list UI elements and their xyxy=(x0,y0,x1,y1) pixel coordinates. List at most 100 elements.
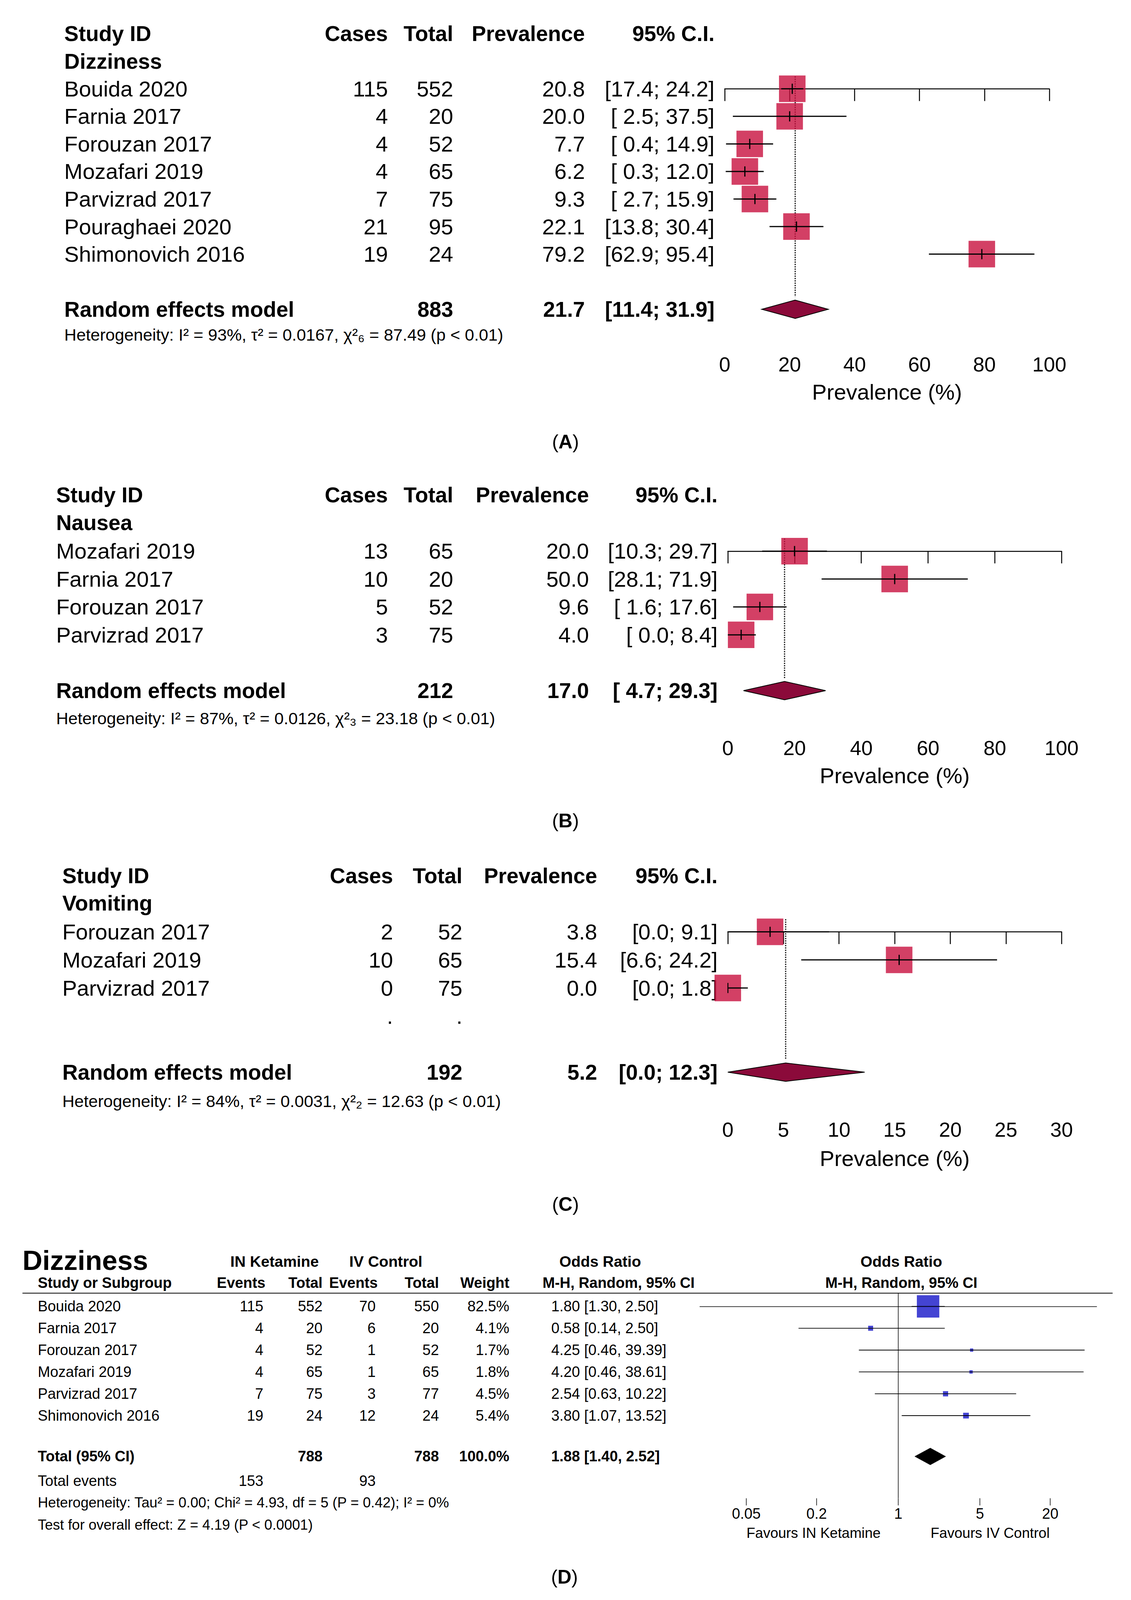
svg-text:7: 7 xyxy=(375,186,388,212)
svg-text:20: 20 xyxy=(422,1320,439,1337)
svg-text:Parvizrad 2017: Parvizrad 2017 xyxy=(37,1385,138,1403)
svg-text:Heterogeneity: Tau² = 0.00; Ch: Heterogeneity: Tau² = 0.00; Chi² = 4.93,… xyxy=(37,1494,449,1511)
svg-text:Farnia 2017: Farnia 2017 xyxy=(56,566,174,592)
svg-text:15: 15 xyxy=(883,1118,906,1142)
svg-text:21: 21 xyxy=(363,214,388,240)
svg-text:Dizziness: Dizziness xyxy=(64,49,163,74)
svg-text:1.80 [1.30, 2.50]: 1.80 [1.30, 2.50] xyxy=(551,1298,659,1315)
svg-text:4: 4 xyxy=(255,1363,264,1381)
svg-text:20: 20 xyxy=(428,566,454,592)
svg-text:(: ( xyxy=(552,1193,559,1216)
svg-text:[ 2.7; 15.9]: [ 2.7; 15.9] xyxy=(611,186,715,212)
svg-text:95% C.I.: 95% C.I. xyxy=(632,21,715,46)
svg-text:10: 10 xyxy=(363,566,388,592)
svg-text:Prevalence (%): Prevalence (%) xyxy=(819,1146,970,1171)
svg-text:Vomiting: Vomiting xyxy=(62,891,153,916)
svg-text:[ 4.7; 29.3]: [ 4.7; 29.3] xyxy=(612,678,718,703)
svg-text:Shimonovich 2016: Shimonovich 2016 xyxy=(64,241,245,267)
svg-text:2: 2 xyxy=(380,919,394,945)
svg-text:Nausea: Nausea xyxy=(56,510,133,535)
svg-text:3.8: 3.8 xyxy=(566,919,597,945)
svg-text:24: 24 xyxy=(422,1407,439,1425)
svg-text:40: 40 xyxy=(843,353,866,376)
svg-text:20.0: 20.0 xyxy=(542,103,585,129)
svg-text:Dizziness: Dizziness xyxy=(22,1245,148,1276)
svg-text:24: 24 xyxy=(306,1407,323,1425)
svg-text:65: 65 xyxy=(437,947,463,973)
svg-text:0: 0 xyxy=(721,736,734,760)
svg-text:[11.4; 31.9]: [11.4; 31.9] xyxy=(604,297,715,322)
svg-text:12: 12 xyxy=(359,1407,376,1425)
svg-text:10: 10 xyxy=(368,947,393,973)
svg-text:20: 20 xyxy=(778,353,801,376)
svg-text:Total (95% CI): Total (95% CI) xyxy=(37,1448,135,1465)
svg-text:10: 10 xyxy=(827,1118,851,1142)
svg-text:Study ID: Study ID xyxy=(62,863,150,889)
svg-text:Total: Total xyxy=(403,21,454,46)
svg-text:0.05: 0.05 xyxy=(731,1505,761,1523)
svg-text:5: 5 xyxy=(975,1505,985,1523)
svg-text:82.5%: 82.5% xyxy=(467,1298,510,1315)
svg-text:95: 95 xyxy=(428,214,454,240)
svg-text:4.25 [0.46, 39.39]: 4.25 [0.46, 39.39] xyxy=(551,1341,667,1359)
svg-text:65: 65 xyxy=(428,159,454,184)
svg-text:Prevalence: Prevalence xyxy=(471,21,585,46)
svg-text:60: 60 xyxy=(916,736,940,760)
svg-text:Heterogeneity: I² = 84%, τ² =: Heterogeneity: I² = 84%, τ² = 0.0031, χ²… xyxy=(62,1091,501,1111)
svg-text:[0.0; 12.3]: [0.0; 12.3] xyxy=(618,1060,718,1085)
svg-text:21.7: 21.7 xyxy=(543,297,585,322)
svg-text:883: 883 xyxy=(417,297,454,322)
svg-text:2.54 [0.63, 10.22]: 2.54 [0.63, 10.22] xyxy=(551,1385,667,1403)
svg-text:Study or Subgroup: Study or Subgroup xyxy=(37,1274,172,1292)
svg-text:75: 75 xyxy=(428,186,454,212)
svg-text:19: 19 xyxy=(363,241,388,267)
svg-text:[ 2.5; 37.5]: [ 2.5; 37.5] xyxy=(611,103,715,129)
svg-text:IV Control: IV Control xyxy=(349,1253,423,1271)
svg-text:65: 65 xyxy=(422,1363,439,1381)
svg-text:52: 52 xyxy=(428,594,454,620)
svg-text:A: A xyxy=(558,430,573,453)
svg-text:0: 0 xyxy=(719,353,731,376)
svg-text:25: 25 xyxy=(994,1118,1018,1142)
svg-text:1: 1 xyxy=(367,1363,376,1381)
svg-text:Random effects model: Random effects model xyxy=(62,1060,292,1085)
svg-text:Test for overall effect: Z = 4: Test for overall effect: Z = 4.19 (P < 0… xyxy=(37,1516,313,1534)
svg-text:M-H, Random, 95% CI: M-H, Random, 95% CI xyxy=(825,1274,978,1292)
svg-text:20.8: 20.8 xyxy=(542,76,585,102)
svg-text:Cases: Cases xyxy=(329,863,394,889)
svg-text:.: . xyxy=(456,1004,463,1029)
svg-text:19: 19 xyxy=(246,1407,264,1425)
svg-text:552: 552 xyxy=(416,76,454,102)
svg-text:0.2: 0.2 xyxy=(806,1505,828,1523)
svg-text:): ) xyxy=(572,1193,579,1216)
svg-text:Total: Total xyxy=(288,1274,323,1292)
svg-text:Farnia 2017: Farnia 2017 xyxy=(37,1320,117,1337)
svg-text:D: D xyxy=(557,1566,572,1589)
svg-text:Prevalence (%): Prevalence (%) xyxy=(812,379,963,405)
svg-text:[13.8; 30.4]: [13.8; 30.4] xyxy=(604,214,715,240)
svg-text:0: 0 xyxy=(380,975,394,1001)
svg-text:1.8%: 1.8% xyxy=(475,1363,510,1381)
svg-text:4.20 [0.46, 38.61]: 4.20 [0.46, 38.61] xyxy=(551,1363,667,1381)
svg-text:Random effects model: Random effects model xyxy=(56,678,286,703)
svg-text:75: 75 xyxy=(428,622,454,648)
svg-text:): ) xyxy=(571,1566,579,1589)
svg-text:Shimonovich 2016: Shimonovich 2016 xyxy=(37,1407,160,1425)
svg-text:115: 115 xyxy=(352,76,388,102)
svg-text:Parvizrad 2017: Parvizrad 2017 xyxy=(64,186,213,212)
svg-text:Forouzan 2017: Forouzan 2017 xyxy=(64,131,213,157)
svg-text:Total events: Total events xyxy=(37,1472,117,1490)
svg-text:20: 20 xyxy=(938,1118,962,1142)
svg-text:IN Ketamine: IN Ketamine xyxy=(230,1253,319,1271)
svg-text:Prevalence: Prevalence xyxy=(475,482,590,508)
svg-text:100.0%: 100.0% xyxy=(459,1448,510,1465)
svg-text:[0.0; 1.8]: [0.0; 1.8] xyxy=(632,975,718,1001)
svg-text:52: 52 xyxy=(306,1341,323,1359)
svg-text:0.0: 0.0 xyxy=(566,975,597,1001)
svg-text:Total: Total xyxy=(404,1274,440,1292)
svg-text:Total: Total xyxy=(403,482,454,508)
svg-text:Favours IV Control: Favours IV Control xyxy=(930,1525,1050,1542)
svg-text:Forouzan 2017: Forouzan 2017 xyxy=(62,919,210,945)
svg-text:C: C xyxy=(558,1193,573,1216)
svg-text:[62.9; 95.4]: [62.9; 95.4] xyxy=(604,241,715,267)
